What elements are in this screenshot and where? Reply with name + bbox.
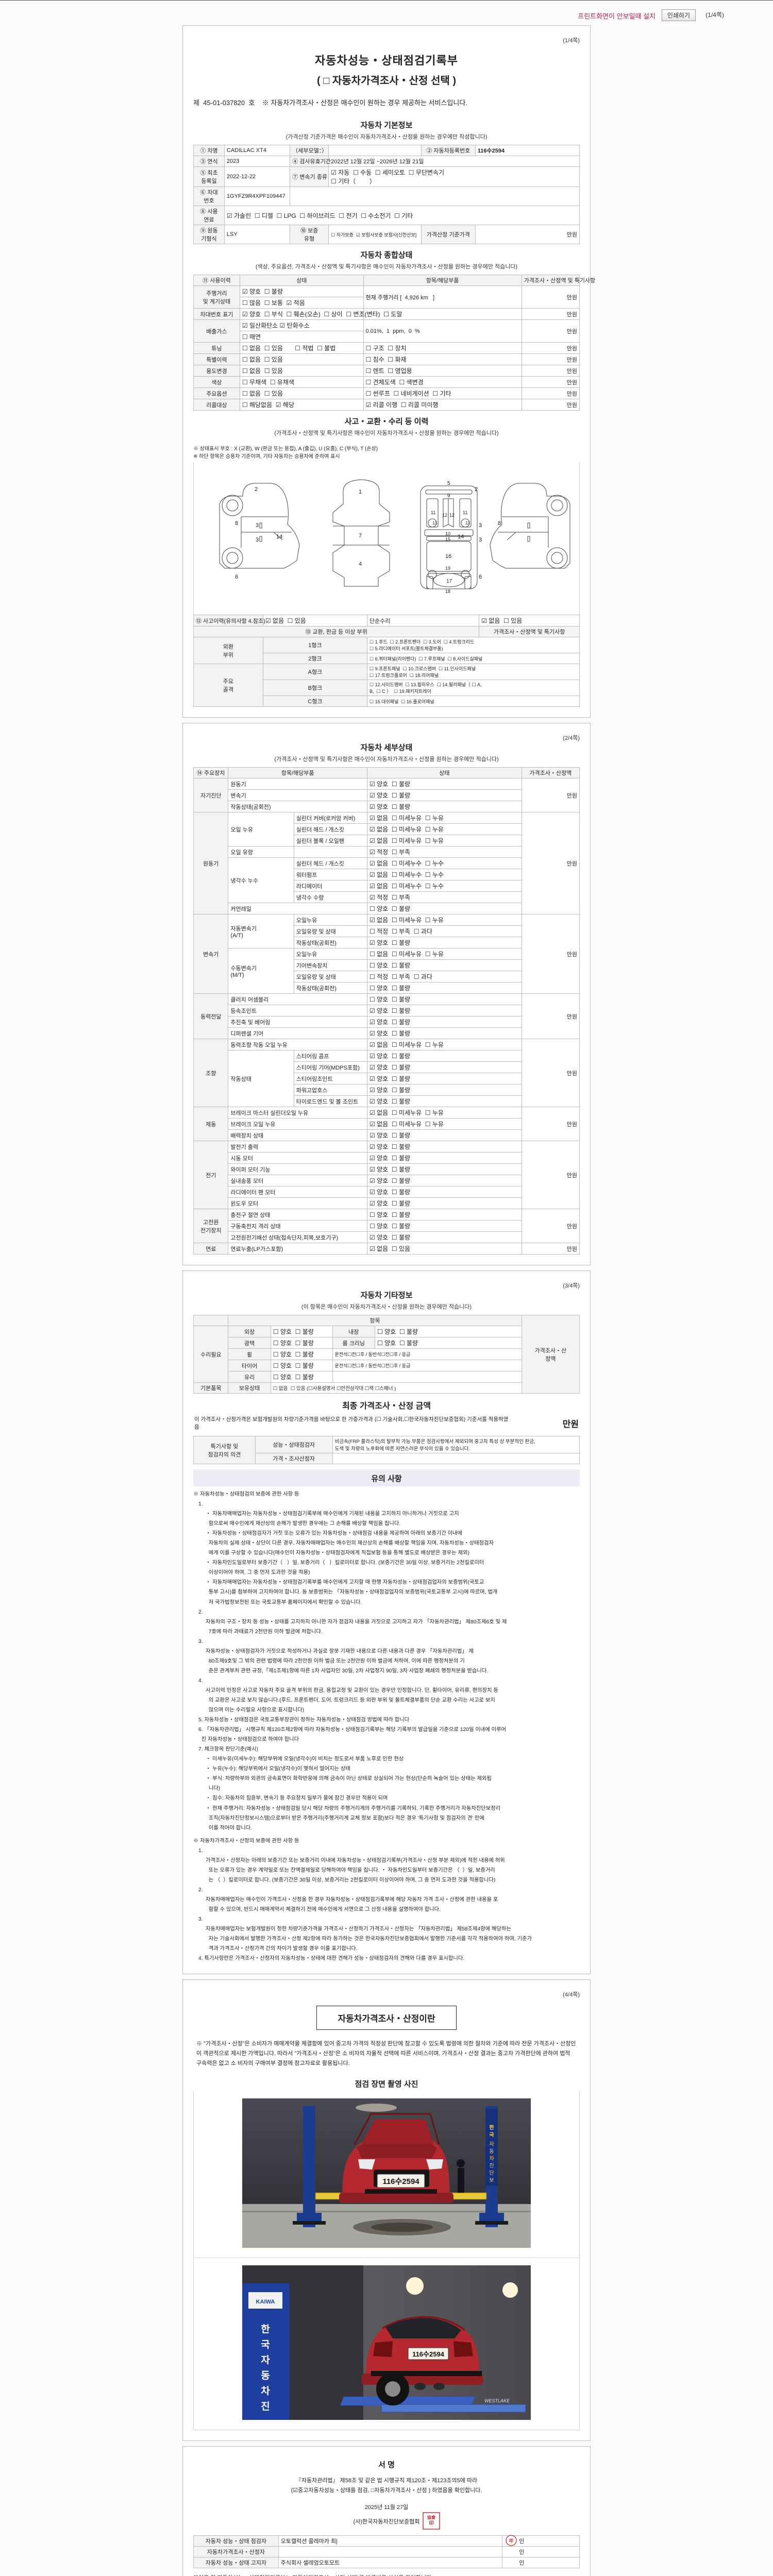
- svg-text:16: 16: [445, 553, 451, 560]
- svg-text:14: 14: [458, 534, 464, 540]
- svg-text:116수2594: 116수2594: [382, 2177, 419, 2186]
- svg-text:5: 5: [447, 481, 450, 486]
- svg-text:동: 동: [489, 2148, 494, 2155]
- svg-text:協會: 協會: [427, 2515, 436, 2520]
- svg-text:7: 7: [359, 533, 362, 539]
- svg-text:12: 12: [449, 513, 455, 518]
- svg-text:11: 11: [431, 510, 435, 515]
- svg-text:116수2594: 116수2594: [412, 2350, 445, 2358]
- svg-text:한: 한: [489, 2125, 494, 2131]
- svg-text:자: 자: [261, 2354, 270, 2366]
- svg-text:KAIWA: KAIWA: [256, 2299, 275, 2305]
- svg-text:9: 9: [447, 493, 450, 499]
- svg-text:6: 6: [235, 574, 238, 580]
- svg-text:6: 6: [479, 574, 482, 580]
- svg-text:3: 3: [256, 522, 259, 529]
- svg-text:3: 3: [479, 537, 482, 543]
- svg-text:19: 19: [445, 566, 450, 571]
- svg-text:11: 11: [463, 510, 467, 515]
- svg-text:18: 18: [445, 589, 450, 594]
- svg-text:12: 12: [442, 513, 447, 518]
- svg-text:단: 단: [489, 2170, 494, 2176]
- svg-text:한: 한: [261, 2324, 270, 2335]
- svg-text:14: 14: [276, 534, 282, 540]
- svg-text:3: 3: [256, 537, 259, 543]
- svg-text:2: 2: [475, 486, 478, 493]
- svg-text:보: 보: [489, 2177, 494, 2183]
- svg-text:1: 1: [359, 489, 362, 495]
- svg-text:17: 17: [446, 579, 452, 584]
- svg-text:국: 국: [261, 2340, 270, 2350]
- svg-text:13: 13: [465, 521, 470, 526]
- svg-text:자: 자: [489, 2141, 494, 2147]
- svg-text:동: 동: [261, 2370, 270, 2381]
- svg-text:WESTLAKE: WESTLAKE: [484, 2398, 510, 2403]
- svg-text:15: 15: [445, 537, 450, 542]
- svg-text:3: 3: [479, 522, 482, 529]
- svg-text:印: 印: [509, 2538, 513, 2543]
- svg-text:印: 印: [429, 2520, 434, 2526]
- svg-text:10: 10: [445, 531, 450, 536]
- svg-text:국: 국: [489, 2132, 494, 2138]
- svg-text:차: 차: [489, 2156, 494, 2162]
- svg-text:진: 진: [261, 2401, 270, 2412]
- svg-text:8: 8: [235, 520, 238, 527]
- svg-text:차: 차: [261, 2385, 270, 2397]
- svg-text:2: 2: [255, 486, 258, 493]
- svg-text:진: 진: [489, 2163, 494, 2169]
- svg-text:13: 13: [432, 521, 437, 526]
- svg-text:8: 8: [498, 520, 501, 527]
- svg-text:4: 4: [359, 561, 362, 567]
